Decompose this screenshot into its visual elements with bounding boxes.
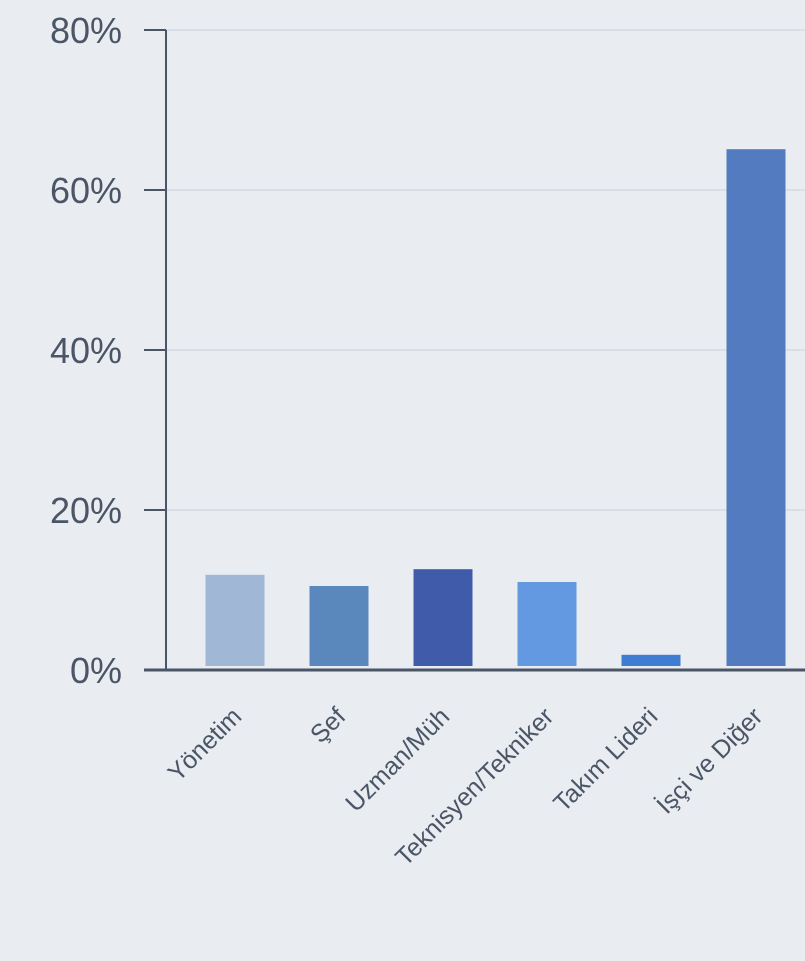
bar: [621, 654, 681, 666]
x-category-label: Şef: [305, 702, 351, 748]
y-tick-labels: 0% 20% 40% 60% 80%: [50, 10, 122, 691]
axes: [144, 29, 805, 672]
bar: [726, 149, 786, 666]
bar: [205, 574, 265, 666]
bar: [309, 586, 369, 666]
y-tick-label: 40%: [50, 330, 122, 371]
y-tick-label: 80%: [50, 10, 122, 51]
x-category-labels: Yönetim ŞefUzman/MühTeknisyen/TeknikerTak…: [163, 702, 769, 872]
x-category-label: Takım Lideri: [548, 702, 663, 817]
y-tick-label: 60%: [50, 170, 122, 211]
bar: [517, 582, 577, 666]
grid-lines: [166, 29, 805, 511]
x-category-label: İşçi ve Diğer: [650, 702, 768, 820]
y-tick-label: 0%: [70, 650, 122, 691]
y-tick-label: 20%: [50, 490, 122, 531]
x-category-label: Yönetim: [163, 702, 248, 787]
x-category-label: Uzman/Müh: [340, 702, 455, 817]
bars: [205, 149, 786, 666]
bar: [413, 569, 473, 666]
